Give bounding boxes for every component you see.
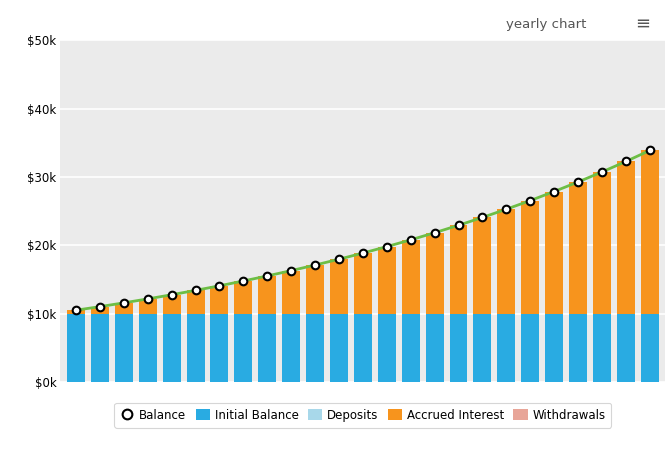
Bar (306, 265, 324, 313)
Bar (617, 161, 635, 313)
Bar (210, 313, 228, 382)
Bar (235, 313, 252, 382)
Bar (402, 313, 419, 382)
Bar (497, 209, 515, 313)
Bar (450, 225, 468, 313)
X-axis label: Years: Years (345, 402, 380, 414)
Bar (474, 313, 491, 382)
Bar (163, 313, 181, 382)
Text: ≡: ≡ (635, 15, 650, 33)
Bar (306, 313, 324, 382)
Bar (210, 286, 228, 313)
Bar (450, 313, 468, 382)
Text: yearly chart: yearly chart (506, 18, 587, 31)
Bar (139, 299, 157, 313)
Bar (593, 172, 611, 313)
Bar (235, 281, 252, 313)
Bar (282, 270, 300, 313)
Bar (425, 233, 444, 313)
Bar (545, 313, 563, 382)
Bar (282, 313, 300, 382)
Bar (187, 313, 204, 382)
Bar (545, 192, 563, 313)
Bar (474, 217, 491, 313)
Legend: Balance, Initial Balance, Deposits, Accrued Interest, Withdrawals: Balance, Initial Balance, Deposits, Accr… (114, 403, 612, 428)
Bar (593, 313, 611, 382)
Bar (258, 313, 276, 382)
Bar (425, 313, 444, 382)
Bar (402, 240, 419, 313)
Bar (641, 150, 659, 313)
Bar (378, 246, 396, 313)
Bar (163, 295, 181, 313)
Bar (115, 313, 133, 382)
Bar (521, 313, 539, 382)
Bar (115, 303, 133, 313)
Bar (569, 182, 587, 313)
Bar (354, 253, 372, 313)
Bar (67, 313, 85, 382)
Bar (641, 313, 659, 382)
Bar (330, 259, 348, 313)
Bar (354, 313, 372, 382)
Bar (67, 310, 85, 313)
Bar (617, 313, 635, 382)
Bar (139, 313, 157, 382)
Bar (91, 307, 109, 313)
Bar (497, 313, 515, 382)
Bar (258, 276, 276, 313)
Bar (187, 290, 204, 313)
Bar (91, 313, 109, 382)
Bar (378, 313, 396, 382)
Bar (330, 313, 348, 382)
Bar (521, 201, 539, 313)
Bar (569, 313, 587, 382)
